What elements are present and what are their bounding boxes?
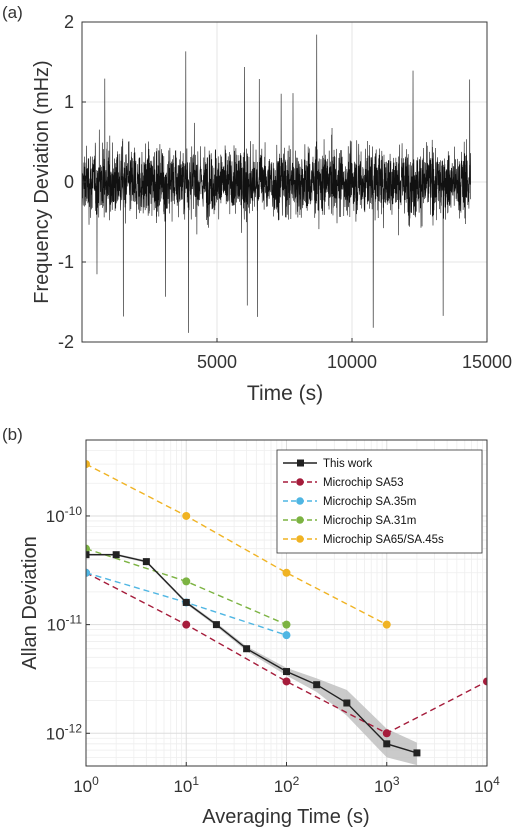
this-work-point: [182, 598, 190, 606]
microchip-sa65-sa-45s-point: [182, 511, 191, 520]
legend-marker-this-work: [297, 459, 304, 467]
this-work-point: [142, 558, 150, 566]
panel-b-x-axis-label: Averaging Time (s): [202, 806, 369, 828]
panel-b-y-tick-label: 10-11: [47, 613, 83, 635]
panel-a-x-axis-label: Time (s): [247, 382, 323, 405]
panel-a-plot: [82, 34, 472, 333]
panel-b-x-tick-label: 101: [173, 774, 199, 796]
microchip-sa53-point: [282, 677, 291, 686]
panel-a: (a) 5000 10000 15000 -2 -1 0 1 2 Time (s) Freq…: [2, 3, 512, 405]
microchip-sa65-sa-45s-point: [86, 460, 90, 469]
panel-a-y-tick-label: -1: [58, 252, 74, 272]
panel-b-x-tick-label: 102: [274, 774, 300, 796]
panel-a-y-axis-label: Frequency Deviation (mHz): [31, 60, 53, 303]
microchip-sa-31m-point: [182, 577, 191, 586]
panel-b: (b) 100 101 102 103 104 10-12 10-11 10-10 Aver…: [2, 425, 500, 828]
legend-marker-microchip-sa65-sa-45s: [296, 535, 304, 543]
panel-b-x-ticks: 100 101 102 103 104: [73, 762, 500, 796]
legend-label-microchip-sa-35m: Microchip SA.35m: [323, 496, 416, 508]
microchip-sa65-sa-45s-line: [86, 463, 388, 626]
microchip-sa53-point: [483, 677, 487, 686]
this-work-point: [86, 551, 90, 559]
this-work-point: [112, 551, 120, 559]
panel-a-x-tick-label: 5000: [197, 352, 237, 372]
panel-a-x-tick-label: 10000: [327, 352, 377, 372]
panel-b-y-ticks: 10-12 10-11 10-10: [46, 504, 90, 743]
legend-marker-microchip-sa-31m: [296, 516, 304, 524]
panel-a-series-line: [82, 34, 472, 333]
panel-a-y-tick-label: 1: [64, 92, 74, 112]
this-work-point: [212, 621, 220, 629]
this-work-point: [243, 645, 251, 653]
this-work-point: [413, 749, 421, 757]
panel-a-x-tick-label: 15000: [462, 352, 512, 372]
microchip-sa-35m-point: [86, 568, 90, 577]
this-work-point: [343, 699, 351, 707]
panel-a-y-ticks: -2 -1 0 1 2: [58, 12, 86, 352]
this-work-point: [283, 668, 290, 676]
legend-label-microchip-sa65-sa-45s: Microchip SA65/SA.45s: [323, 534, 444, 546]
microchip-sa53-point: [382, 729, 391, 738]
panel-b-legend: This work Microchip SA53 Microchip SA.35m M…: [276, 449, 483, 554]
panel-b-y-axis-label: Allan Deviation: [19, 536, 41, 669]
panel-b-x-tick-label: 104: [474, 774, 500, 796]
panel-b-label: (b): [2, 425, 23, 444]
panel-a-y-tick-label: 0: [64, 172, 74, 192]
microchip-sa-31m-point: [282, 620, 291, 629]
microchip-sa65-sa-45s-point: [382, 620, 391, 629]
this-work-point: [383, 740, 391, 748]
legend-marker-microchip-sa-35m: [296, 497, 304, 505]
microchip-sa53-line: [86, 572, 487, 735]
panel-b-y-tick-label: 10-12: [46, 721, 83, 743]
panel-a-y-tick-label: -2: [58, 332, 74, 352]
microchip-sa-35m-point: [282, 631, 291, 640]
microchip-sa53-point: [182, 620, 191, 629]
legend-label-microchip-sa-31m: Microchip SA.31m: [323, 515, 416, 527]
panel-a-y-tick-label: 2: [64, 12, 74, 32]
panel-b-x-tick-label: 103: [374, 774, 400, 796]
panel-b-y-tick-label: 10-10: [46, 504, 83, 526]
microchip-sa-31m-point: [86, 544, 90, 553]
panel-b-plot: [86, 460, 487, 766]
legend-label-this-work: This work: [323, 458, 372, 470]
legend-label-microchip-sa53: Microchip SA53: [323, 477, 404, 489]
microchip-sa65-sa-45s-point: [282, 568, 291, 577]
panel-b-x-tick-label: 100: [73, 774, 99, 796]
legend-marker-microchip-sa53: [296, 478, 304, 486]
panel-a-x-ticks: 5000 10000 15000: [197, 338, 512, 372]
this-work-point: [313, 681, 321, 689]
panel-a-label: (a): [2, 3, 23, 22]
